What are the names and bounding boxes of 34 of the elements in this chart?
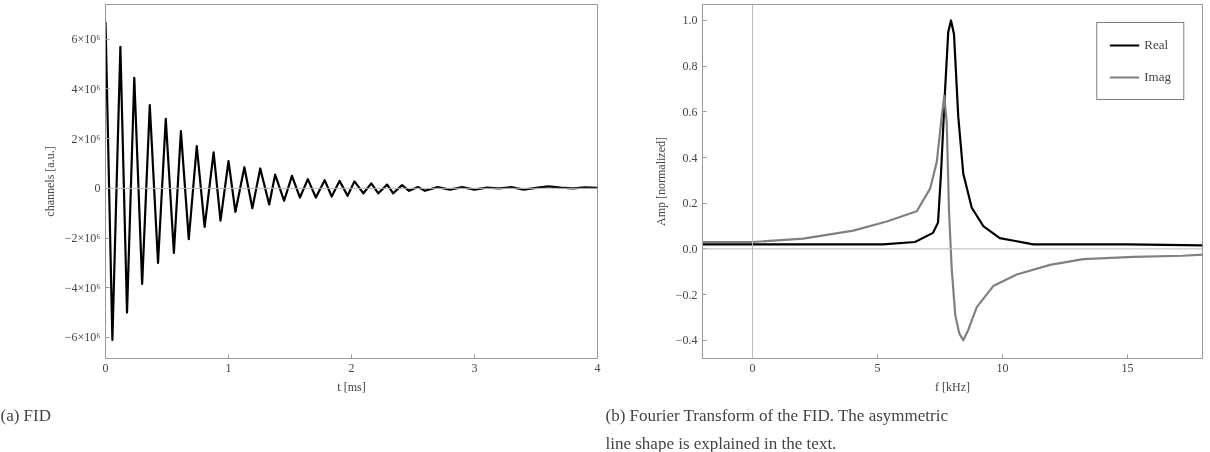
line-series [105,20,598,341]
x-tick-label: 4 [594,360,601,375]
y-tick-label: 1.0 [682,13,698,28]
x-axis-title: t [ms] [337,379,366,394]
y-tick-label: −6×10⁶ [64,330,101,345]
y-tick-label: 2×10⁶ [71,131,101,146]
x-tick-label: 1 [225,360,232,375]
legend-label: Imag [1144,69,1171,85]
x-tick-label: 15 [1121,360,1134,375]
x-axis-title: f [kHz] [935,379,970,394]
x-tick-label: 3 [471,360,478,375]
x-tick-label: 5 [874,360,881,375]
x-tick-label: 2 [348,360,355,375]
y-axis-title: channels [a.u.] [42,146,57,217]
y-tick-label: −0.2 [675,287,698,302]
y-tick-label: 0.0 [682,241,698,256]
y-tick-label: −4×10⁶ [64,280,101,295]
y-tick-label: −0.4 [675,333,698,348]
y-tick-label: 4×10⁶ [71,81,101,96]
text: (b) Fourier Transform of the FID. The asymmetric line shape is explained in the text. [605,405,949,452]
legend-label: Real [1144,37,1169,53]
y-tick-label: 6×10⁶ [71,32,101,47]
text: (a) FID [0,405,52,425]
x-tick-label: 0 [749,360,756,375]
line-series [702,94,1203,342]
x-tick-label: 10 [996,360,1009,375]
y-tick-label: 0.6 [682,104,698,119]
y-tick-label: −2×10⁶ [64,231,101,246]
line-series [702,19,1203,247]
y-axis-title: Amp [normalized] [653,137,668,226]
y-tick-label: 0.4 [682,150,698,165]
y-tick-label: 0.8 [682,59,698,74]
y-tick-label: 0.2 [682,196,698,211]
y-tick-label: 0 [94,181,101,196]
